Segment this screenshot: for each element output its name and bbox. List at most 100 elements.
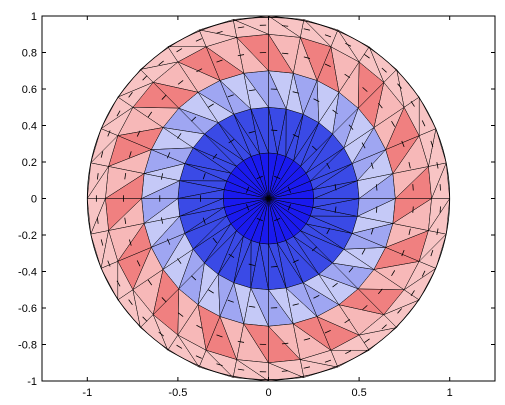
vector-field [86,16,451,381]
vector-arrow [430,249,434,257]
vector-arrow [313,295,320,299]
vector-arrow [176,48,183,53]
vector-arrow [136,260,141,267]
vector-arrow [287,186,292,193]
vector-arrow [436,228,439,235]
vector-arrow [227,299,234,303]
vector-arrow [128,239,132,246]
vector-arrow [160,173,164,180]
vector-arrow [345,350,352,355]
y-tick-label: 0.2 [22,157,37,169]
vector-arrow [100,239,104,246]
vector-arrow [348,267,354,273]
vector-arrow [161,297,167,303]
vector-arrow [324,63,331,67]
y-tick-label: 0.6 [22,84,37,96]
vector-arrow [195,38,202,42]
y-tick-label: -0.8 [18,340,37,352]
x-axis: -1 -0.5 0 0.5 1 [82,16,453,399]
vector-arrow [158,60,164,66]
y-tick-label: 0 [31,194,37,206]
vector-arrow [370,228,374,235]
vector-arrow [292,259,299,263]
vector-arrow [116,110,121,117]
vector-arrow [160,217,164,224]
vector-arrow [202,217,206,224]
vector-arrow [227,94,234,98]
vector-arrow [248,305,256,308]
vector-arrow [191,275,197,281]
vector-arrow [326,228,331,235]
vector-arrow [177,258,182,264]
vector-arrow [364,54,370,59]
vector-arrow [381,324,387,330]
vector-arrow [216,334,223,338]
vector-arrow [281,52,289,55]
vector-arrow [401,140,405,148]
vector-arrow [212,237,218,244]
y-tick-label: 1 [31,11,37,23]
vector-arrow [362,305,368,310]
vector-arrow [303,28,310,31]
vector-arrow [370,162,374,169]
x-tick-label: -1 [82,387,92,399]
vector-arrow [324,330,331,334]
vector-arrow [196,324,203,329]
vector-arrow [313,98,320,102]
vector-arrow [216,59,223,63]
vector-arrow [228,139,235,144]
mesh-cell [428,198,451,231]
vector-arrow [378,288,383,295]
vector-arrow [334,184,337,191]
vector-arrow [292,91,299,94]
vector-arrow [421,120,426,127]
vector-arrow [212,153,218,160]
vector-arrow [281,342,289,345]
vector-arrow [326,162,331,169]
vector-arrow [177,80,184,85]
vector-arrow [166,152,171,159]
mesh-cell [392,198,433,224]
vector-arrow [228,253,235,258]
vector-arrow [100,151,104,158]
vector-arrow [248,130,255,134]
vector-arrow [208,103,214,108]
vector-arrow [324,34,332,38]
vector-arrow [116,280,121,287]
vector-arrow [237,340,245,343]
vector-arrow [256,175,263,180]
vector-arrow [401,249,405,257]
vector-arrow [348,124,354,130]
vector-arrow [96,217,99,224]
vector-arrow [237,26,245,29]
vector-arrow [421,270,426,277]
vector-arrow [161,94,167,100]
vector-arrow [274,217,281,222]
vector-arrow [311,246,318,252]
vector-arrow [361,248,366,255]
vector-arrow [408,228,411,235]
x-tick-label: 0.5 [351,387,366,399]
vector-arrow [381,67,387,73]
vector-arrow [107,130,111,137]
vector-arrow [195,355,202,359]
vector-arrow [332,109,338,115]
vector-arrow [345,42,352,47]
vector-arrow [245,186,250,193]
vector-arrow [248,89,256,92]
x-tick-label: -0.5 [168,387,187,399]
vector-arrow [177,133,182,139]
y-tick-label: -0.4 [18,267,37,279]
vector-arrow [375,184,378,191]
vector-arrow [408,162,411,169]
vector-arrow [107,260,111,267]
vector-arrow [216,363,223,367]
vector-arrow [375,206,378,213]
vector-arrow [248,263,255,267]
y-tick-label: -0.6 [18,303,37,315]
vector-arrow [303,366,310,369]
vector-arrow [128,92,133,98]
y-tick-label: 0.4 [22,121,37,133]
vector-arrow [344,73,351,79]
vector-arrow [362,87,368,92]
